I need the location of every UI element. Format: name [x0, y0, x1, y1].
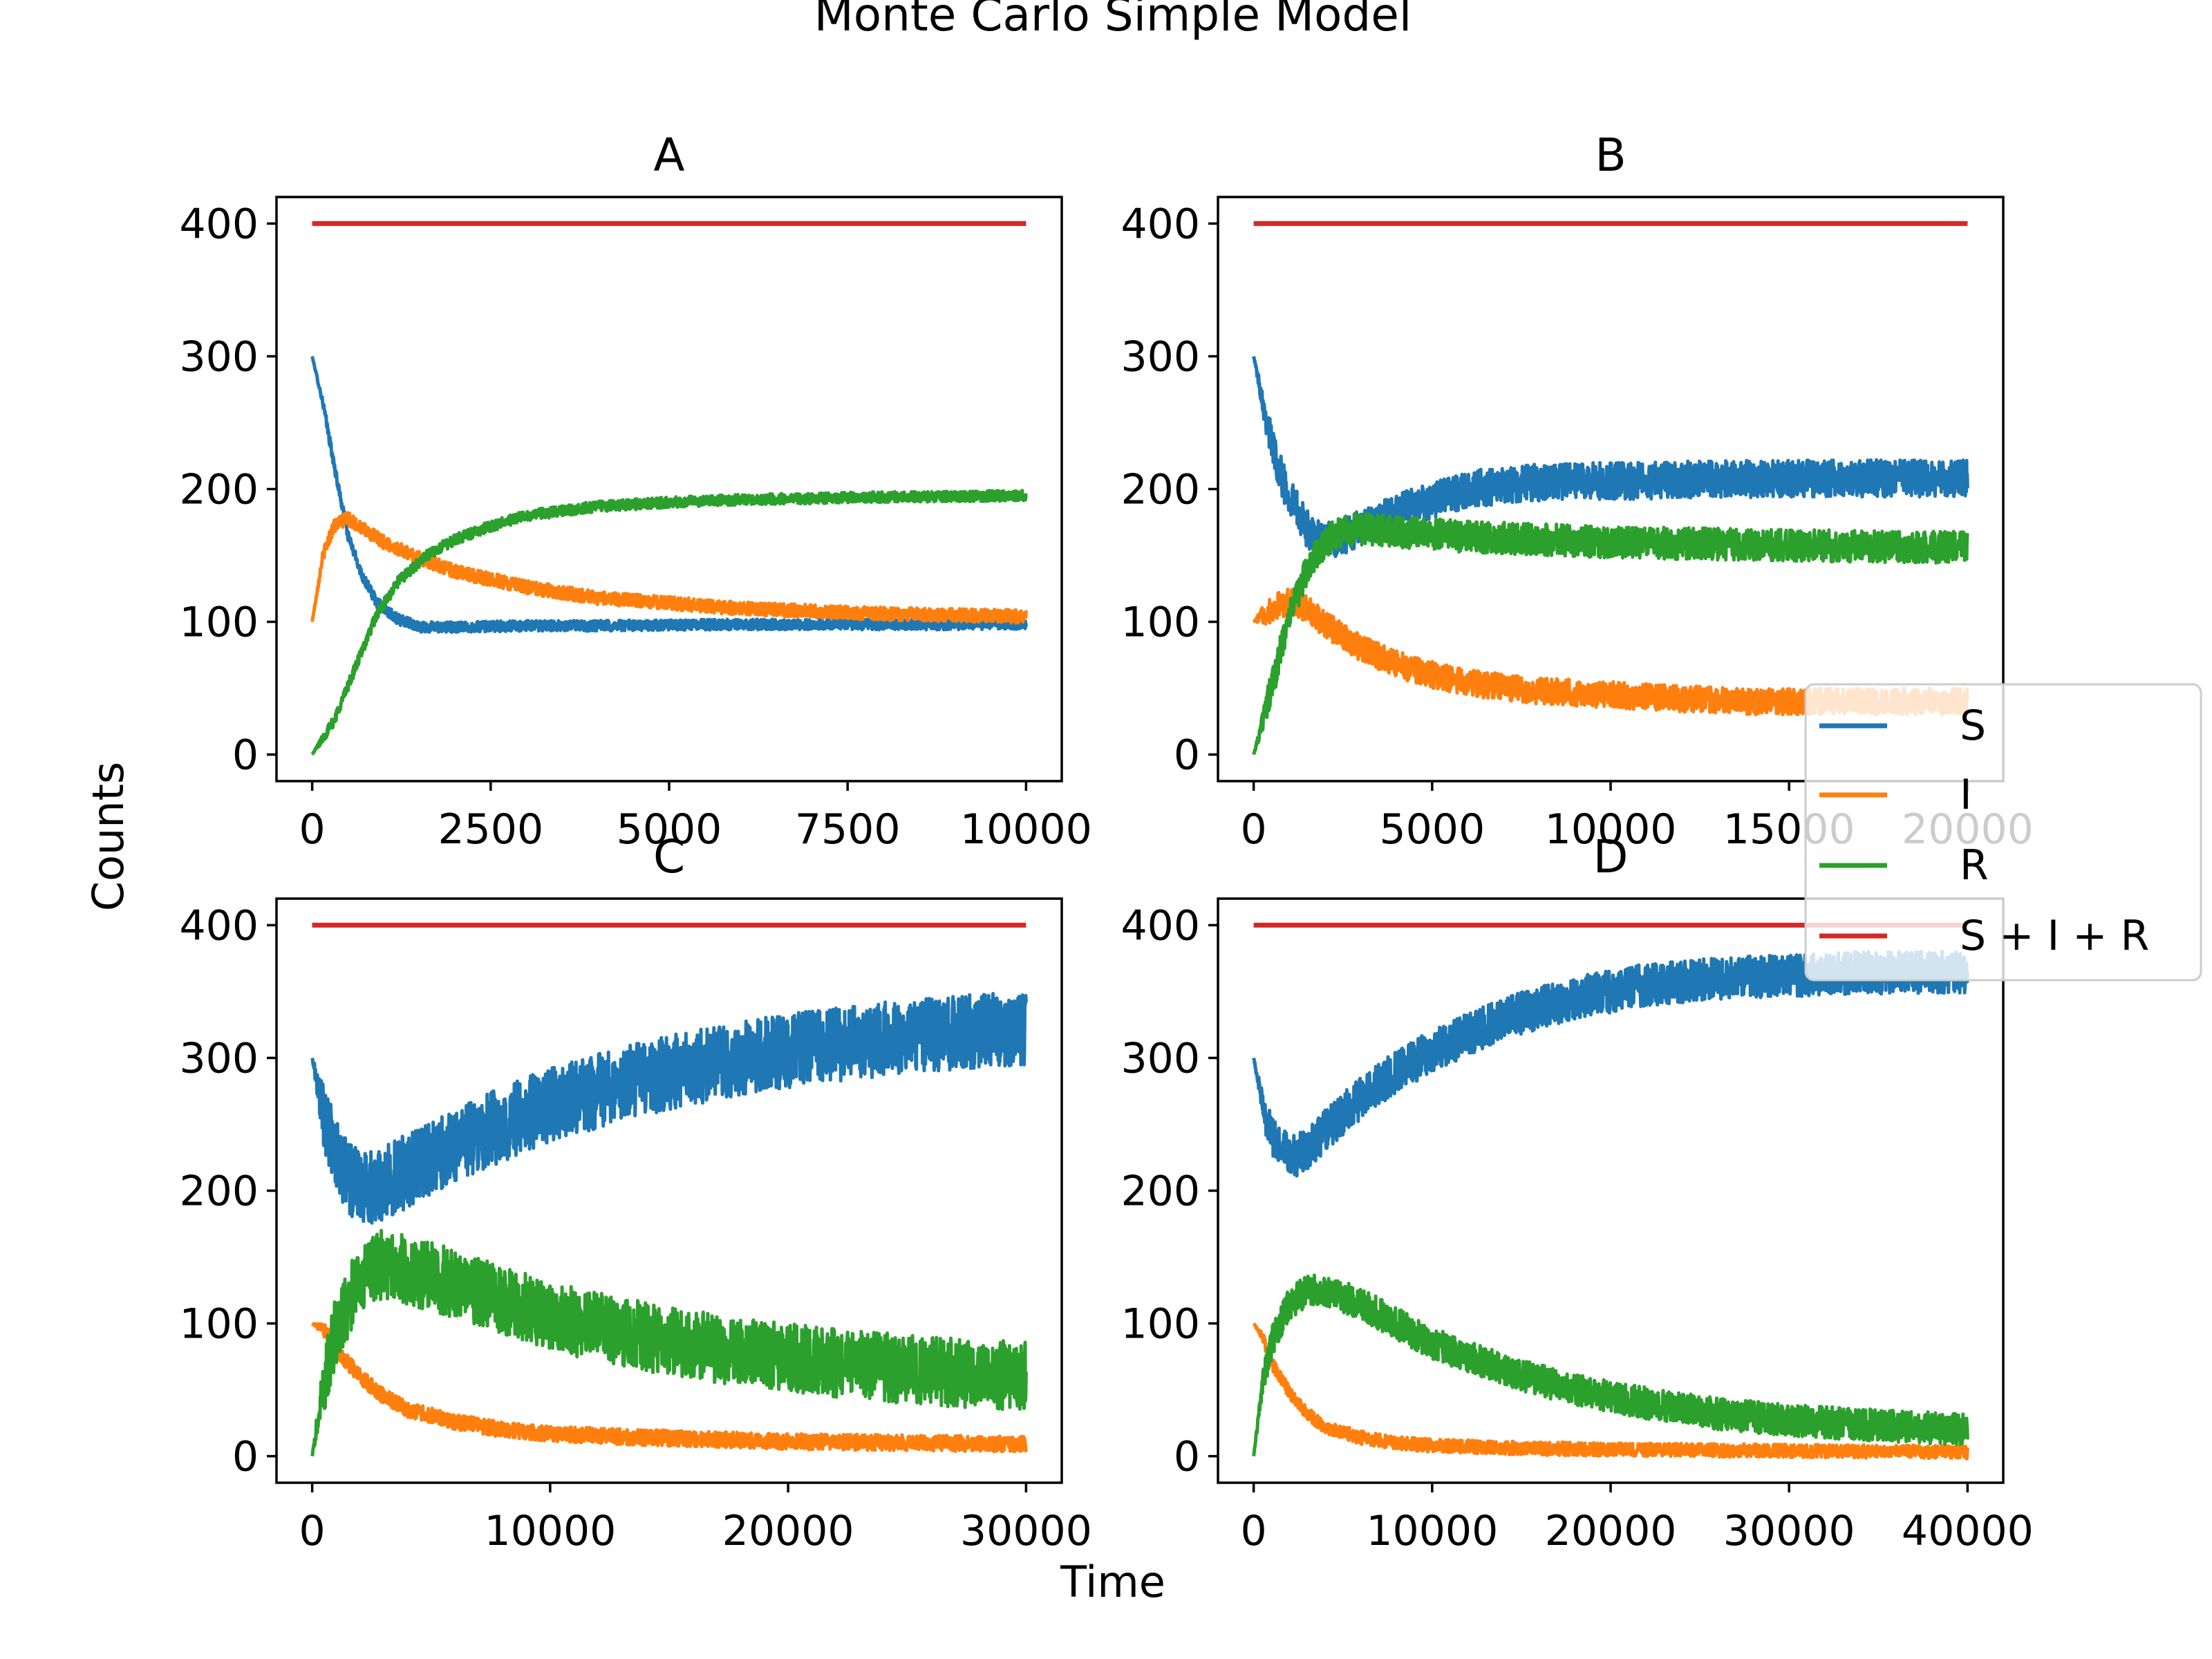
- panel-a: A 0 100 200 300 400 0 2500 5000 7500 10000: [179, 129, 1091, 854]
- panel-a-series-s: [310, 355, 1028, 635]
- panel-d-series-r: [1252, 1273, 1969, 1456]
- panel-d-xtick-label-40000: 40000: [1902, 1507, 2034, 1555]
- legend-entry-r: R: [1819, 841, 1989, 890]
- panel-c-series-i: [310, 1322, 1028, 1454]
- panel-c-series-r: [310, 1228, 1028, 1457]
- panel-a-frame: [275, 196, 1063, 782]
- panel-d-ytick-label-200: 200: [1121, 1168, 1200, 1216]
- panel-c-plot-area: [310, 922, 1028, 1457]
- legend: S I R S + I + R: [1804, 683, 2202, 982]
- legend-frame: [1804, 683, 2202, 982]
- legend-entry-s: S: [1819, 702, 1986, 750]
- panel-d-ytick-label-300: 300: [1121, 1034, 1200, 1082]
- legend-entry-i: I: [1819, 771, 1972, 819]
- panel-a-series-r: [310, 489, 1028, 756]
- panel-b-ytick-label-300: 300: [1121, 332, 1200, 381]
- panel-c-ytick-label-100: 100: [179, 1300, 259, 1349]
- panel-c: C 0 100 200 300 400 0 10000 20000 30000: [179, 830, 1091, 1555]
- panel-b-ytick-label-100: 100: [1121, 599, 1200, 647]
- panel-c-ytick-label-0: 0: [232, 1433, 259, 1481]
- panel-c-series-s: [310, 992, 1028, 1225]
- panel-d-series-s: [1252, 949, 1969, 1178]
- panel-c-xtick-label-30000: 30000: [960, 1507, 1092, 1555]
- panel-d-ytick-label-0: 0: [1174, 1433, 1200, 1481]
- panel-b-ytick-label-400: 400: [1121, 200, 1200, 248]
- panel-b-ytick-label-0: 0: [1174, 731, 1200, 780]
- panel-a-series-i: [310, 511, 1028, 625]
- panel-a-xtick-label-5000: 5000: [617, 805, 722, 854]
- panel-a-ytick-label-100: 100: [179, 599, 259, 647]
- panel-d-xtick-label-20000: 20000: [1545, 1507, 1677, 1555]
- panel-b-title: B: [1595, 129, 1626, 182]
- legend-label-i: I: [1960, 771, 1972, 819]
- legend-label-s: S: [1960, 702, 1986, 750]
- panel-c-ytick-label-400: 400: [179, 901, 259, 950]
- panel-b-series-r: [1252, 512, 1969, 756]
- x-axis-label: Time: [1060, 1557, 1165, 1607]
- y-axis-label: Counts: [83, 762, 133, 911]
- panel-a-ytick-label-300: 300: [179, 332, 259, 381]
- panel-a-xtick-label-2500: 2500: [438, 805, 543, 854]
- panel-c-title: C: [653, 830, 685, 883]
- panel-b-plot-area: [1252, 221, 1969, 756]
- panel-d-xtick-label-10000: 10000: [1366, 1507, 1498, 1555]
- legend-label-total: S + I + R: [1960, 912, 2149, 960]
- panel-d-plot-area: [1252, 922, 1969, 1461]
- panel-d-series-i: [1252, 1322, 1969, 1461]
- panel-c-ytick-label-300: 300: [179, 1034, 259, 1082]
- panel-a-ytick-label-200: 200: [179, 466, 259, 514]
- panel-a-title: A: [653, 129, 684, 182]
- panel-b-xtick-label-0: 0: [1241, 805, 1267, 854]
- panel-a-ytick-label-0: 0: [232, 731, 259, 780]
- panel-b-xtick-label-5000: 5000: [1379, 805, 1485, 854]
- panel-b-ytick-label-200: 200: [1121, 466, 1200, 514]
- panel-d-ytick-label-100: 100: [1121, 1300, 1200, 1349]
- panel-a-xtick-label-0: 0: [299, 805, 326, 854]
- panel-c-ytick-label-200: 200: [179, 1168, 259, 1216]
- panel-d-xtick-label-30000: 30000: [1723, 1507, 1855, 1555]
- panel-d-xtick-label-0: 0: [1241, 1507, 1267, 1555]
- figure-suptitle: Monte Carlo Simple Model: [814, 0, 1412, 41]
- panel-a-xtick-label-7500: 7500: [795, 805, 901, 854]
- panel-c-xtick-label-20000: 20000: [722, 1507, 854, 1555]
- legend-entry-total: S + I + R: [1819, 912, 2149, 960]
- panel-d: D 0 100 200 300 400 0 10000 20000 30000 40000: [1121, 830, 2033, 1555]
- panel-c-xtick-label-0: 0: [299, 1507, 326, 1555]
- panel-b-xtick-label-10000: 10000: [1545, 805, 1677, 854]
- panel-a-plot-area: [310, 221, 1028, 756]
- panel-a-ytick-label-400: 400: [179, 200, 259, 248]
- panel-d-title: D: [1593, 830, 1629, 883]
- panel-d-ytick-label-400: 400: [1121, 901, 1200, 950]
- panel-c-xtick-label-10000: 10000: [484, 1507, 616, 1555]
- panel-a-xtick-label-10000: 10000: [960, 805, 1092, 854]
- legend-label-r: R: [1960, 841, 1989, 890]
